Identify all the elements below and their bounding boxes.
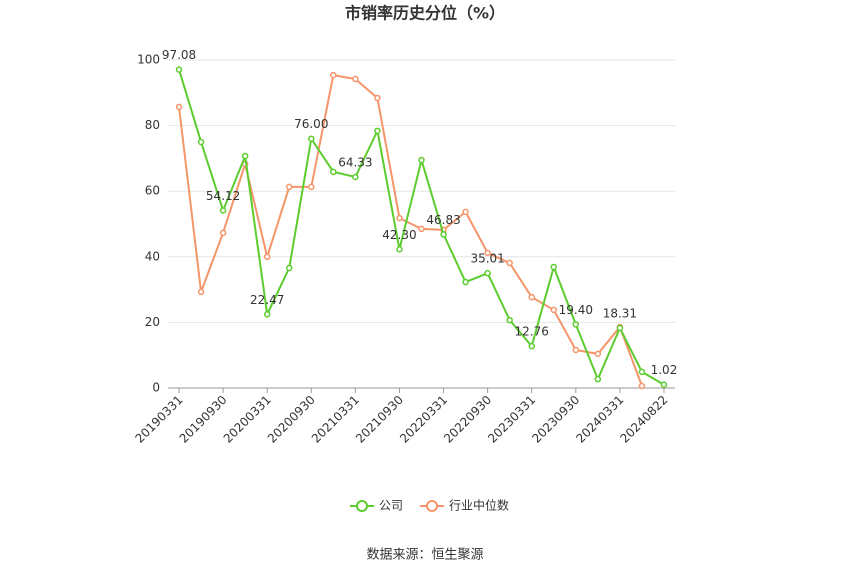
- data-label: 97.08: [162, 48, 196, 62]
- data-point: [285, 183, 293, 191]
- data-point: [197, 288, 205, 296]
- data-label: 54.12: [206, 189, 240, 203]
- data-point: [197, 138, 205, 146]
- data-point: [550, 263, 558, 271]
- data-point: [352, 75, 359, 83]
- source-note: 数据来源：恒生聚源: [366, 548, 483, 563]
- y-tick-label: 60: [145, 184, 160, 198]
- y-tick-label: 0: [152, 381, 160, 395]
- data-point: [330, 168, 337, 176]
- legend-label: 公司: [379, 499, 403, 513]
- y-tick-label: 40: [145, 249, 160, 263]
- data-point: [418, 156, 425, 164]
- data-label: 1.02: [651, 363, 678, 377]
- data-label: 46.83: [426, 213, 460, 227]
- data-point: [550, 306, 558, 314]
- data-label: 22.47: [250, 293, 284, 307]
- data-point: [352, 173, 359, 181]
- y-tick-label: 20: [145, 315, 160, 329]
- data-point: [638, 382, 646, 390]
- data-point: [594, 375, 602, 383]
- data-point: [330, 71, 337, 79]
- data-label: 42.30: [382, 228, 416, 242]
- data-point: [308, 183, 315, 191]
- data-point: [440, 231, 447, 238]
- data-point: [572, 321, 580, 328]
- legend-marker: [426, 500, 438, 512]
- data-point: [175, 66, 183, 73]
- data-point: [219, 207, 227, 214]
- data-point: [528, 293, 535, 301]
- legend-marker: [356, 500, 368, 512]
- data-point: [418, 225, 425, 233]
- data-label: 12.76: [515, 325, 549, 339]
- data-point: [396, 246, 403, 253]
- data-label: 35.01: [470, 252, 504, 266]
- series-line: [178, 73, 643, 387]
- data-point: [219, 229, 227, 237]
- data-point: [285, 264, 293, 272]
- legend-label: 行业中位数: [449, 498, 509, 513]
- data-point: [263, 311, 271, 318]
- data-point: [484, 269, 491, 277]
- y-tick-label: 100: [137, 53, 160, 67]
- data-label: 64.33: [338, 155, 372, 169]
- data-point: [638, 368, 646, 376]
- data-point: [263, 253, 271, 261]
- data-point: [175, 103, 183, 111]
- data-label: 18.31: [603, 306, 637, 320]
- data-point: [484, 249, 491, 257]
- data-point: [616, 324, 624, 332]
- data-point: [528, 342, 535, 350]
- data-point: [308, 135, 315, 142]
- data-point: [374, 127, 381, 135]
- x-tick-label: 20240822: [617, 393, 670, 446]
- data-label: 76.00: [294, 117, 328, 131]
- data-point: [572, 346, 580, 354]
- chart-title: 市销率历史分位（%）: [345, 4, 505, 23]
- data-point: [374, 94, 381, 102]
- data-point: [660, 381, 668, 388]
- y-tick-label: 80: [145, 118, 160, 132]
- data-point: [594, 350, 602, 358]
- data-label: 19.40: [559, 303, 593, 317]
- data-point: [506, 259, 513, 267]
- data-point: [396, 214, 403, 222]
- data-point: [241, 152, 249, 160]
- data-point: [462, 208, 469, 216]
- data-point: [506, 316, 513, 324]
- data-point: [462, 278, 469, 286]
